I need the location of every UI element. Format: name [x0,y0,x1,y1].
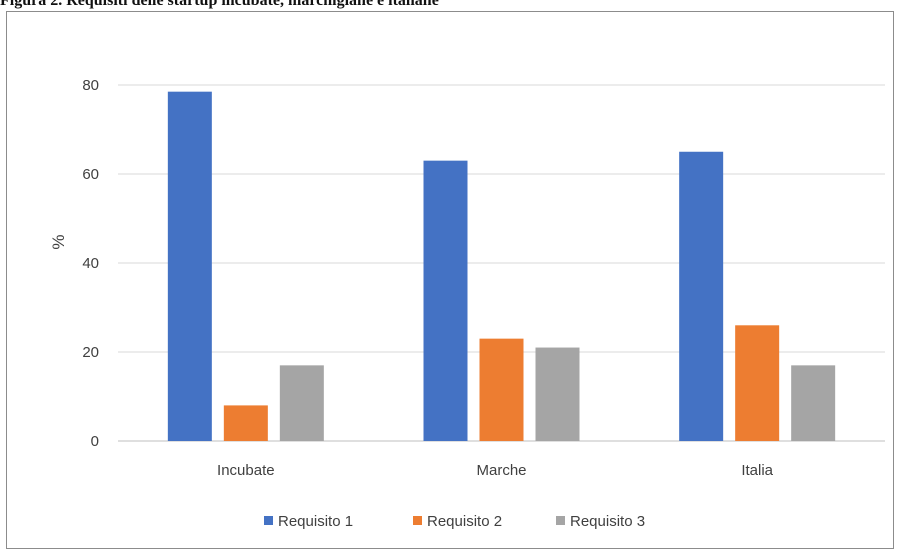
bar-incubate-1 [167,91,212,442]
y-tick-label: 0 [91,433,99,450]
legend-label: Requisito 3 [570,513,645,530]
legend-label: Requisito 1 [278,513,353,530]
legend: Requisito 1 Requisito 2 Requisito 3 [264,513,645,530]
bar-italia-2 [735,325,780,441]
y-tick-label: 40 [82,255,99,272]
legend-label: Requisito 2 [427,513,502,530]
category-label: Marche [476,462,526,479]
bar-incubate-3 [279,365,324,441]
figure-caption: Figura 2. Requisiti delle startup incuba… [0,0,439,9]
y-axis-label: % [49,234,68,249]
y-tick-labels: 0 20 40 60 80 [82,77,99,450]
bars [167,91,836,442]
bar-marche-3 [535,347,580,441]
category-label: Italia [741,462,773,479]
legend-swatch [556,516,565,525]
bar-italia-1 [679,151,724,441]
bar-incubate-2 [223,405,268,441]
legend-swatch [413,516,422,525]
y-tick-label: 20 [82,344,99,361]
y-tick-label: 80 [82,77,99,94]
bar-italia-3 [791,365,836,441]
legend-swatch [264,516,273,525]
y-tick-label: 60 [82,166,99,183]
bar-marche-2 [479,338,524,441]
category-labels: Incubate Marche Italia [217,462,774,479]
bar-marche-1 [423,160,468,441]
category-label: Incubate [217,462,275,479]
